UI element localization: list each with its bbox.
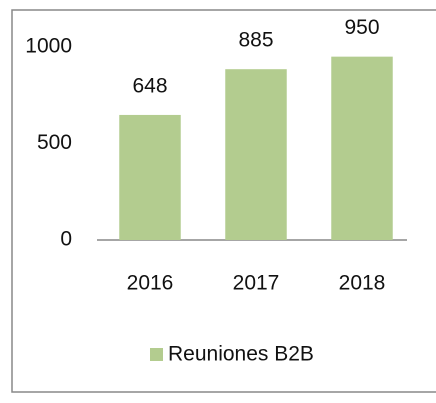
bar bbox=[225, 69, 287, 240]
bar bbox=[119, 114, 181, 240]
data-label: 648 bbox=[132, 74, 167, 97]
x-tick-label: 2017 bbox=[233, 272, 280, 295]
legend-swatch bbox=[150, 348, 163, 361]
y-tick-label: 500 bbox=[37, 131, 72, 154]
data-label: 885 bbox=[238, 29, 273, 52]
legend-label: Reuniones B2B bbox=[168, 343, 314, 366]
y-tick-label: 1000 bbox=[25, 35, 72, 58]
x-tick-label: 2018 bbox=[339, 272, 386, 295]
bar bbox=[331, 56, 393, 241]
y-tick-label: 0 bbox=[60, 228, 72, 251]
x-tick-label: 2016 bbox=[127, 272, 174, 295]
data-label: 950 bbox=[344, 16, 379, 39]
chart-frame bbox=[11, 9, 436, 393]
